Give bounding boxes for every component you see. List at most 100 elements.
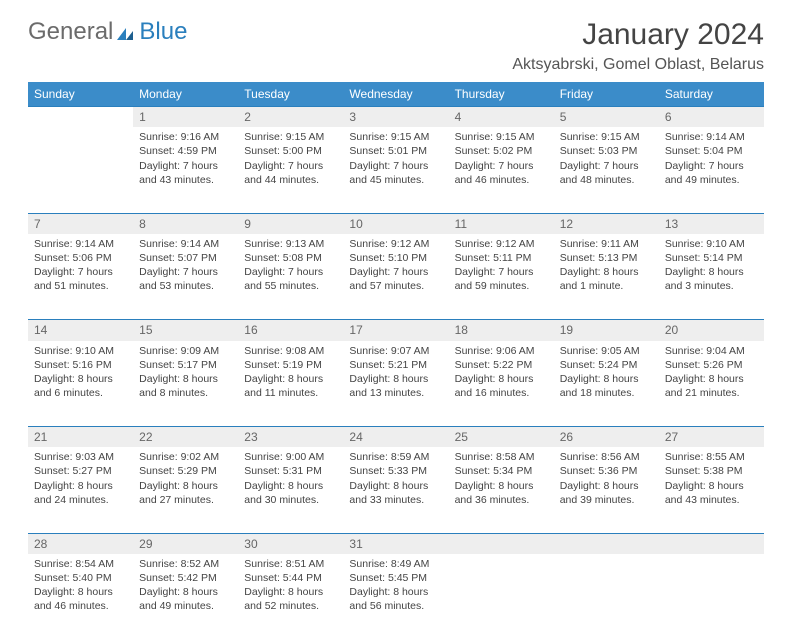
sunset-line: Sunset: 5:06 PM xyxy=(34,251,127,265)
day-number-cell: 28 xyxy=(28,533,133,554)
day-content-cell: Sunrise: 9:13 AMSunset: 5:08 PMDaylight:… xyxy=(238,234,343,320)
day-number-cell: 18 xyxy=(449,320,554,341)
sunrise-line: Sunrise: 9:10 AM xyxy=(34,344,127,358)
day-number-cell: 5 xyxy=(554,107,659,128)
day-number-cell: 4 xyxy=(449,107,554,128)
day-content-cell: Sunrise: 8:49 AMSunset: 5:45 PMDaylight:… xyxy=(343,554,448,640)
sunset-line: Sunset: 5:03 PM xyxy=(560,144,653,158)
week-daynum-row: 28293031 xyxy=(28,533,764,554)
daylight-line: Daylight: 7 hours and 55 minutes. xyxy=(244,265,337,293)
sunset-line: Sunset: 5:16 PM xyxy=(34,358,127,372)
day-content-cell: Sunrise: 9:08 AMSunset: 5:19 PMDaylight:… xyxy=(238,341,343,427)
sunrise-line: Sunrise: 9:02 AM xyxy=(139,450,232,464)
daylight-line: Daylight: 8 hours and 36 minutes. xyxy=(455,479,548,507)
day-number-cell: 2 xyxy=(238,107,343,128)
day-content-cell: Sunrise: 9:14 AMSunset: 5:06 PMDaylight:… xyxy=(28,234,133,320)
sunrise-line: Sunrise: 8:51 AM xyxy=(244,557,337,571)
sunset-line: Sunset: 5:42 PM xyxy=(139,571,232,585)
sunrise-line: Sunrise: 9:00 AM xyxy=(244,450,337,464)
daylight-line: Daylight: 7 hours and 48 minutes. xyxy=(560,159,653,187)
day-content-cell: Sunrise: 9:12 AMSunset: 5:10 PMDaylight:… xyxy=(343,234,448,320)
day-number-cell xyxy=(449,533,554,554)
sunset-line: Sunset: 5:40 PM xyxy=(34,571,127,585)
sunset-line: Sunset: 5:45 PM xyxy=(349,571,442,585)
daylight-line: Daylight: 8 hours and 18 minutes. xyxy=(560,372,653,400)
day-content-cell: Sunrise: 9:04 AMSunset: 5:26 PMDaylight:… xyxy=(659,341,764,427)
daylight-line: Daylight: 8 hours and 3 minutes. xyxy=(665,265,758,293)
daylight-line: Daylight: 8 hours and 24 minutes. xyxy=(34,479,127,507)
sunrise-line: Sunrise: 9:03 AM xyxy=(34,450,127,464)
location-subtitle: Aktsyabrski, Gomel Oblast, Belarus xyxy=(512,56,764,74)
daylight-line: Daylight: 8 hours and 49 minutes. xyxy=(139,585,232,613)
sunset-line: Sunset: 5:31 PM xyxy=(244,464,337,478)
sunset-line: Sunset: 5:21 PM xyxy=(349,358,442,372)
day-number-cell: 16 xyxy=(238,320,343,341)
daylight-line: Daylight: 8 hours and 1 minute. xyxy=(560,265,653,293)
sunrise-line: Sunrise: 9:15 AM xyxy=(455,130,548,144)
daylight-line: Daylight: 8 hours and 11 minutes. xyxy=(244,372,337,400)
week-content-row: Sunrise: 9:10 AMSunset: 5:16 PM Daylight:… xyxy=(28,341,764,427)
day-number-cell: 9 xyxy=(238,213,343,234)
day-content-cell: Sunrise: 9:15 AMSunset: 5:00 PMDaylight:… xyxy=(238,127,343,213)
daylight-line: Daylight: 8 hours and 43 minutes. xyxy=(665,479,758,507)
day-content-cell: Sunrise: 9:09 AMSunset: 5:17 PMDaylight:… xyxy=(133,341,238,427)
day-number-cell: 13 xyxy=(659,213,764,234)
sunset-line: Sunset: 5:22 PM xyxy=(455,358,548,372)
weekday-header: Friday xyxy=(554,82,659,107)
day-number-cell: 23 xyxy=(238,427,343,448)
sunset-line: Sunset: 5:33 PM xyxy=(349,464,442,478)
day-content-cell: Sunrise: 8:58 AMSunset: 5:34 PMDaylight:… xyxy=(449,447,554,533)
day-content-cell: Sunrise: 9:14 AMSunset: 5:04 PMDaylight:… xyxy=(659,127,764,213)
day-number-cell: 17 xyxy=(343,320,448,341)
day-content-cell: Sunrise: 9:16 AMSunset: 4:59 PMDaylight:… xyxy=(133,127,238,213)
day-content-cell: Sunrise: 8:51 AMSunset: 5:44 PMDaylight:… xyxy=(238,554,343,640)
day-number-cell: 27 xyxy=(659,427,764,448)
sunrise-line: Sunrise: 9:16 AM xyxy=(139,130,232,144)
day-number-cell: 29 xyxy=(133,533,238,554)
week-content-row: Sunrise: 8:54 AMSunset: 5:40 PMDaylight:… xyxy=(28,554,764,640)
sunset-line: Sunset: 5:24 PM xyxy=(560,358,653,372)
day-number-cell: 22 xyxy=(133,427,238,448)
day-number-cell: 12 xyxy=(554,213,659,234)
day-content-cell: Sunrise: 9:10 AMSunset: 5:14 PMDaylight:… xyxy=(659,234,764,320)
sunrise-line: Sunrise: 8:55 AM xyxy=(665,450,758,464)
day-content-cell: Sunrise: 8:59 AMSunset: 5:33 PMDaylight:… xyxy=(343,447,448,533)
week-daynum-row: 14151617181920 xyxy=(28,320,764,341)
sunrise-line: Sunrise: 9:15 AM xyxy=(349,130,442,144)
brand-text-general: General xyxy=(28,18,113,46)
sunrise-line: Sunrise: 9:15 AM xyxy=(560,130,653,144)
week-content-row: Sunrise: 9:16 AMSunset: 4:59 PMDaylight:… xyxy=(28,127,764,213)
sunset-line: Sunset: 5:01 PM xyxy=(349,144,442,158)
sunrise-line: Sunrise: 9:14 AM xyxy=(34,237,127,251)
day-content-cell: Sunrise: 9:15 AMSunset: 5:01 PMDaylight:… xyxy=(343,127,448,213)
weekday-header: Thursday xyxy=(449,82,554,107)
day-content-cell: Sunrise: 9:15 AMSunset: 5:03 PMDaylight:… xyxy=(554,127,659,213)
sunset-line: Sunset: 5:08 PM xyxy=(244,251,337,265)
daylight-line: Daylight: 7 hours and 43 minutes. xyxy=(139,159,232,187)
daylight-line: Daylight: 8 hours and 33 minutes. xyxy=(349,479,442,507)
sunrise-line: Sunrise: 9:04 AM xyxy=(665,344,758,358)
daylight-line: Daylight: 8 hours and 52 minutes. xyxy=(244,585,337,613)
day-content-cell xyxy=(659,554,764,640)
sunset-line: Sunset: 5:38 PM xyxy=(665,464,758,478)
sunrise-line: Sunrise: 8:56 AM xyxy=(560,450,653,464)
sunset-line: Sunset: 5:14 PM xyxy=(665,251,758,265)
sunset-line: Sunset: 5:04 PM xyxy=(665,144,758,158)
day-number-cell: 10 xyxy=(343,213,448,234)
day-content-cell: Sunrise: 9:05 AMSunset: 5:24 PMDaylight:… xyxy=(554,341,659,427)
day-content-cell: Sunrise: 9:06 AMSunset: 5:22 PMDaylight:… xyxy=(449,341,554,427)
day-number-cell: 19 xyxy=(554,320,659,341)
day-number-cell: 14 xyxy=(28,320,133,341)
daylight-line: Daylight: 7 hours and 51 minutes. xyxy=(34,265,127,293)
day-content-cell: Sunrise: 9:15 AMSunset: 5:02 PMDaylight:… xyxy=(449,127,554,213)
weekday-header: Saturday xyxy=(659,82,764,107)
brand-text-blue: Blue xyxy=(139,18,187,46)
sunset-line: Sunset: 5:44 PM xyxy=(244,571,337,585)
weekday-header: Tuesday xyxy=(238,82,343,107)
sunrise-line: Sunrise: 9:05 AM xyxy=(560,344,653,358)
sunrise-line: Sunrise: 9:09 AM xyxy=(139,344,232,358)
day-content-cell: Sunrise: 8:54 AMSunset: 5:40 PMDaylight:… xyxy=(28,554,133,640)
sunset-line: Sunset: 5:19 PM xyxy=(244,358,337,372)
sunset-line: Sunset: 5:29 PM xyxy=(139,464,232,478)
day-number-cell: 26 xyxy=(554,427,659,448)
